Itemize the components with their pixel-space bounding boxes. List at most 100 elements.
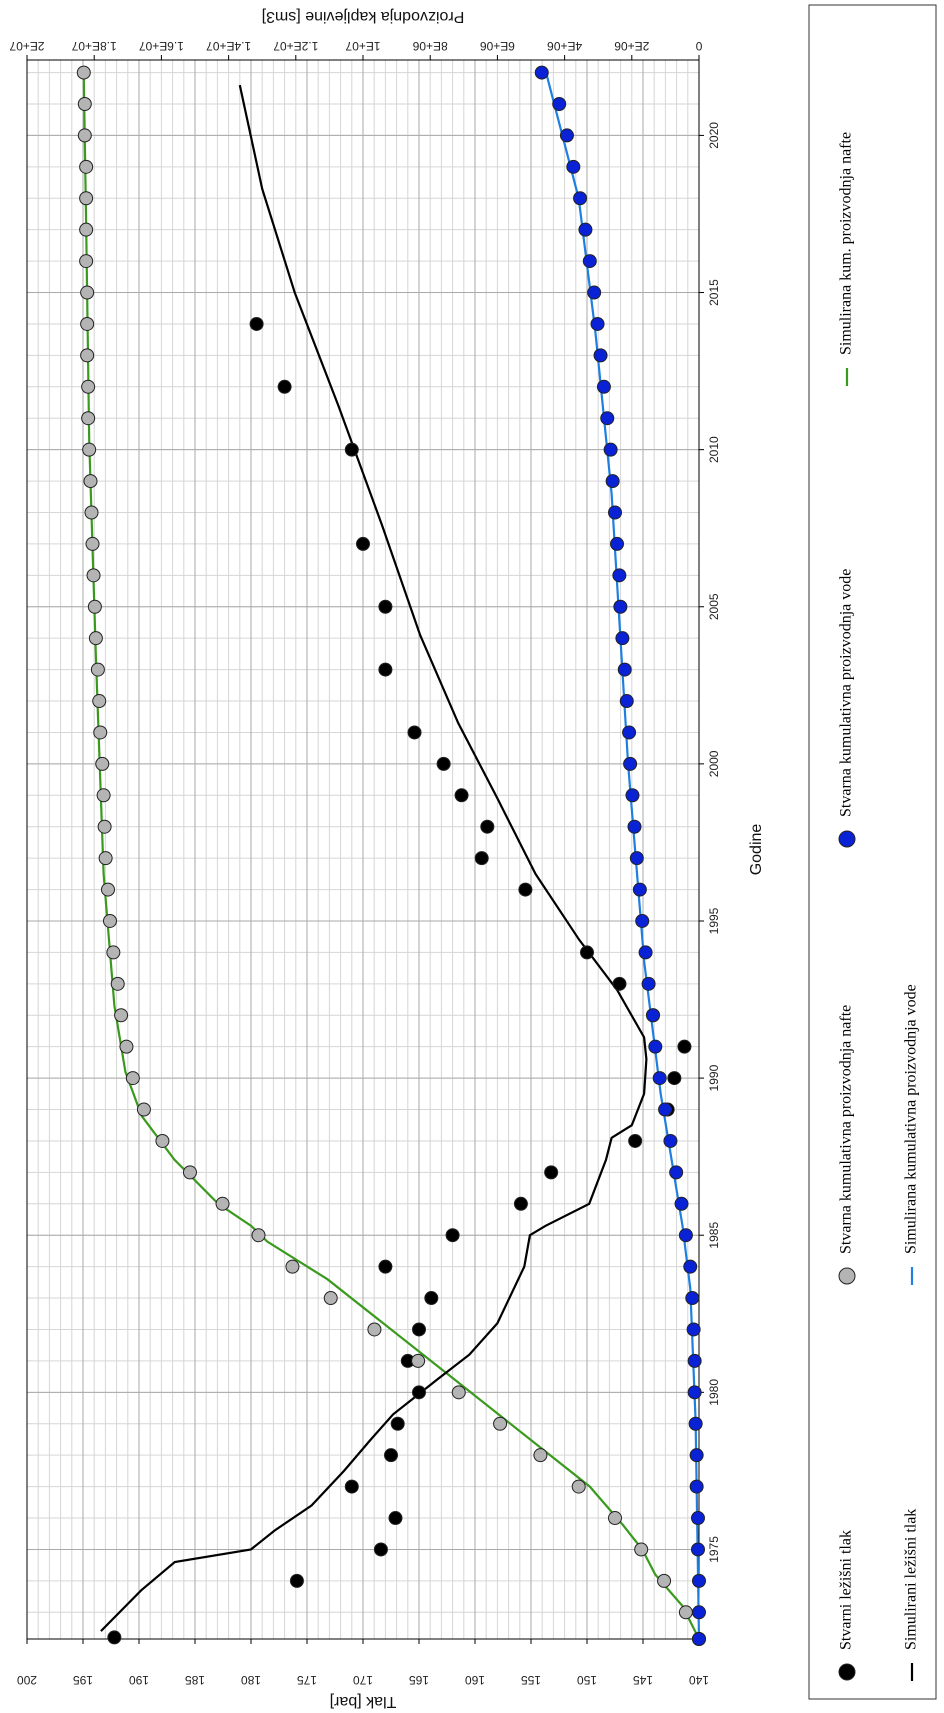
data-point (88, 631, 103, 646)
data-point (652, 1071, 667, 1086)
y-tick-label: 195 (73, 1673, 93, 1687)
x-tick-label: 2015 (707, 279, 721, 306)
data-point (106, 945, 121, 960)
data-point (90, 662, 105, 677)
data-point (692, 1605, 706, 1620)
data-point (493, 1416, 508, 1431)
data-point (251, 1228, 266, 1243)
data-point (80, 316, 95, 331)
data-point (622, 725, 637, 740)
data-point (344, 442, 359, 457)
data-point (97, 819, 112, 834)
data-point (573, 191, 588, 206)
data-point (657, 1573, 672, 1588)
x-tick-label: 2020 (707, 122, 721, 149)
data-point (356, 536, 370, 551)
data-point (289, 1573, 304, 1588)
rotated-chart: 1975198019851990199520002005201020152020… (9, 4, 937, 1710)
data-point (378, 599, 393, 614)
data-point (98, 851, 113, 866)
data-point (79, 222, 94, 237)
data-point (625, 788, 640, 803)
data-point (544, 1165, 559, 1180)
legend-label: Simulirani ležišni tlak (903, 1509, 920, 1650)
data-point (608, 505, 622, 520)
y2-tick-label: 1.4E+07 (206, 39, 251, 53)
data-point (688, 1416, 703, 1431)
data-point (612, 976, 627, 991)
data-point (81, 379, 96, 394)
data-point (605, 474, 620, 489)
data-point (323, 1291, 338, 1306)
data-point (411, 1353, 426, 1368)
data-point (373, 1542, 388, 1557)
data-point (582, 254, 597, 269)
data-point (182, 1165, 197, 1180)
data-point (667, 1071, 682, 1086)
data-point (689, 1448, 704, 1463)
legend-marker (838, 1267, 856, 1285)
data-point (87, 599, 102, 614)
y2-tick-label: 4E+06 (547, 39, 582, 53)
data-point (480, 819, 495, 834)
data-point (110, 976, 125, 991)
y2-tick-label: 2E+07 (9, 39, 44, 53)
data-point (93, 725, 108, 740)
data-point (102, 913, 117, 928)
y2-tick-label: 1.8E+07 (71, 39, 116, 53)
data-point (77, 96, 92, 111)
data-point (686, 1322, 701, 1337)
data-point (79, 254, 94, 269)
y-tick-label: 190 (129, 1673, 149, 1687)
y-tick-label: 140 (689, 1673, 709, 1687)
data-point (95, 756, 110, 771)
data-point (600, 411, 615, 426)
data-point (571, 1479, 586, 1494)
data-point (390, 1416, 405, 1431)
data-point (424, 1291, 439, 1306)
legend-label: Stvarna kumulativna proizvodnja nafte (838, 1005, 855, 1254)
data-point (634, 1542, 649, 1557)
y-tick-label: 180 (241, 1673, 261, 1687)
data-point (412, 1385, 426, 1400)
legend-box (808, 4, 937, 1700)
data-point (215, 1196, 230, 1211)
x-axis-title: Godine (748, 824, 765, 876)
data-point (608, 1511, 622, 1526)
data-point (635, 913, 650, 928)
data-point (658, 1102, 673, 1117)
data-point (100, 882, 115, 897)
data-point (663, 1133, 678, 1148)
data-point (384, 1448, 398, 1463)
data-point (378, 662, 393, 677)
legend-label: Simulirana kum. proizvodnja nafte (838, 132, 855, 355)
data-point (629, 851, 644, 866)
data-point (674, 1196, 689, 1211)
data-point (596, 379, 611, 394)
data-point (474, 851, 489, 866)
data-point (79, 191, 94, 206)
y-tick-label: 185 (185, 1673, 205, 1687)
data-point (436, 756, 451, 771)
y2-tick-label: 0 (695, 39, 702, 53)
data-point (578, 222, 593, 237)
x-tick-label: 1990 (707, 1064, 721, 1091)
data-point (641, 976, 656, 991)
data-point (136, 1102, 151, 1117)
y-tick-label: 200 (17, 1673, 37, 1687)
y-tick-label: 170 (353, 1673, 373, 1687)
data-point (277, 379, 292, 394)
data-point (92, 694, 107, 709)
data-point (125, 1071, 140, 1086)
data-point (685, 1291, 700, 1306)
y-tick-label: 175 (297, 1673, 317, 1687)
legend-marker (838, 830, 856, 848)
x-tick-label: 2010 (707, 436, 721, 463)
data-point (119, 1039, 134, 1054)
data-point (587, 285, 602, 300)
data-point (454, 788, 469, 803)
legend-label: Simulirana kumulativna proizvodnja vode (903, 984, 920, 1254)
y2-tick-label: 6E+06 (480, 39, 515, 53)
data-point (82, 442, 97, 457)
